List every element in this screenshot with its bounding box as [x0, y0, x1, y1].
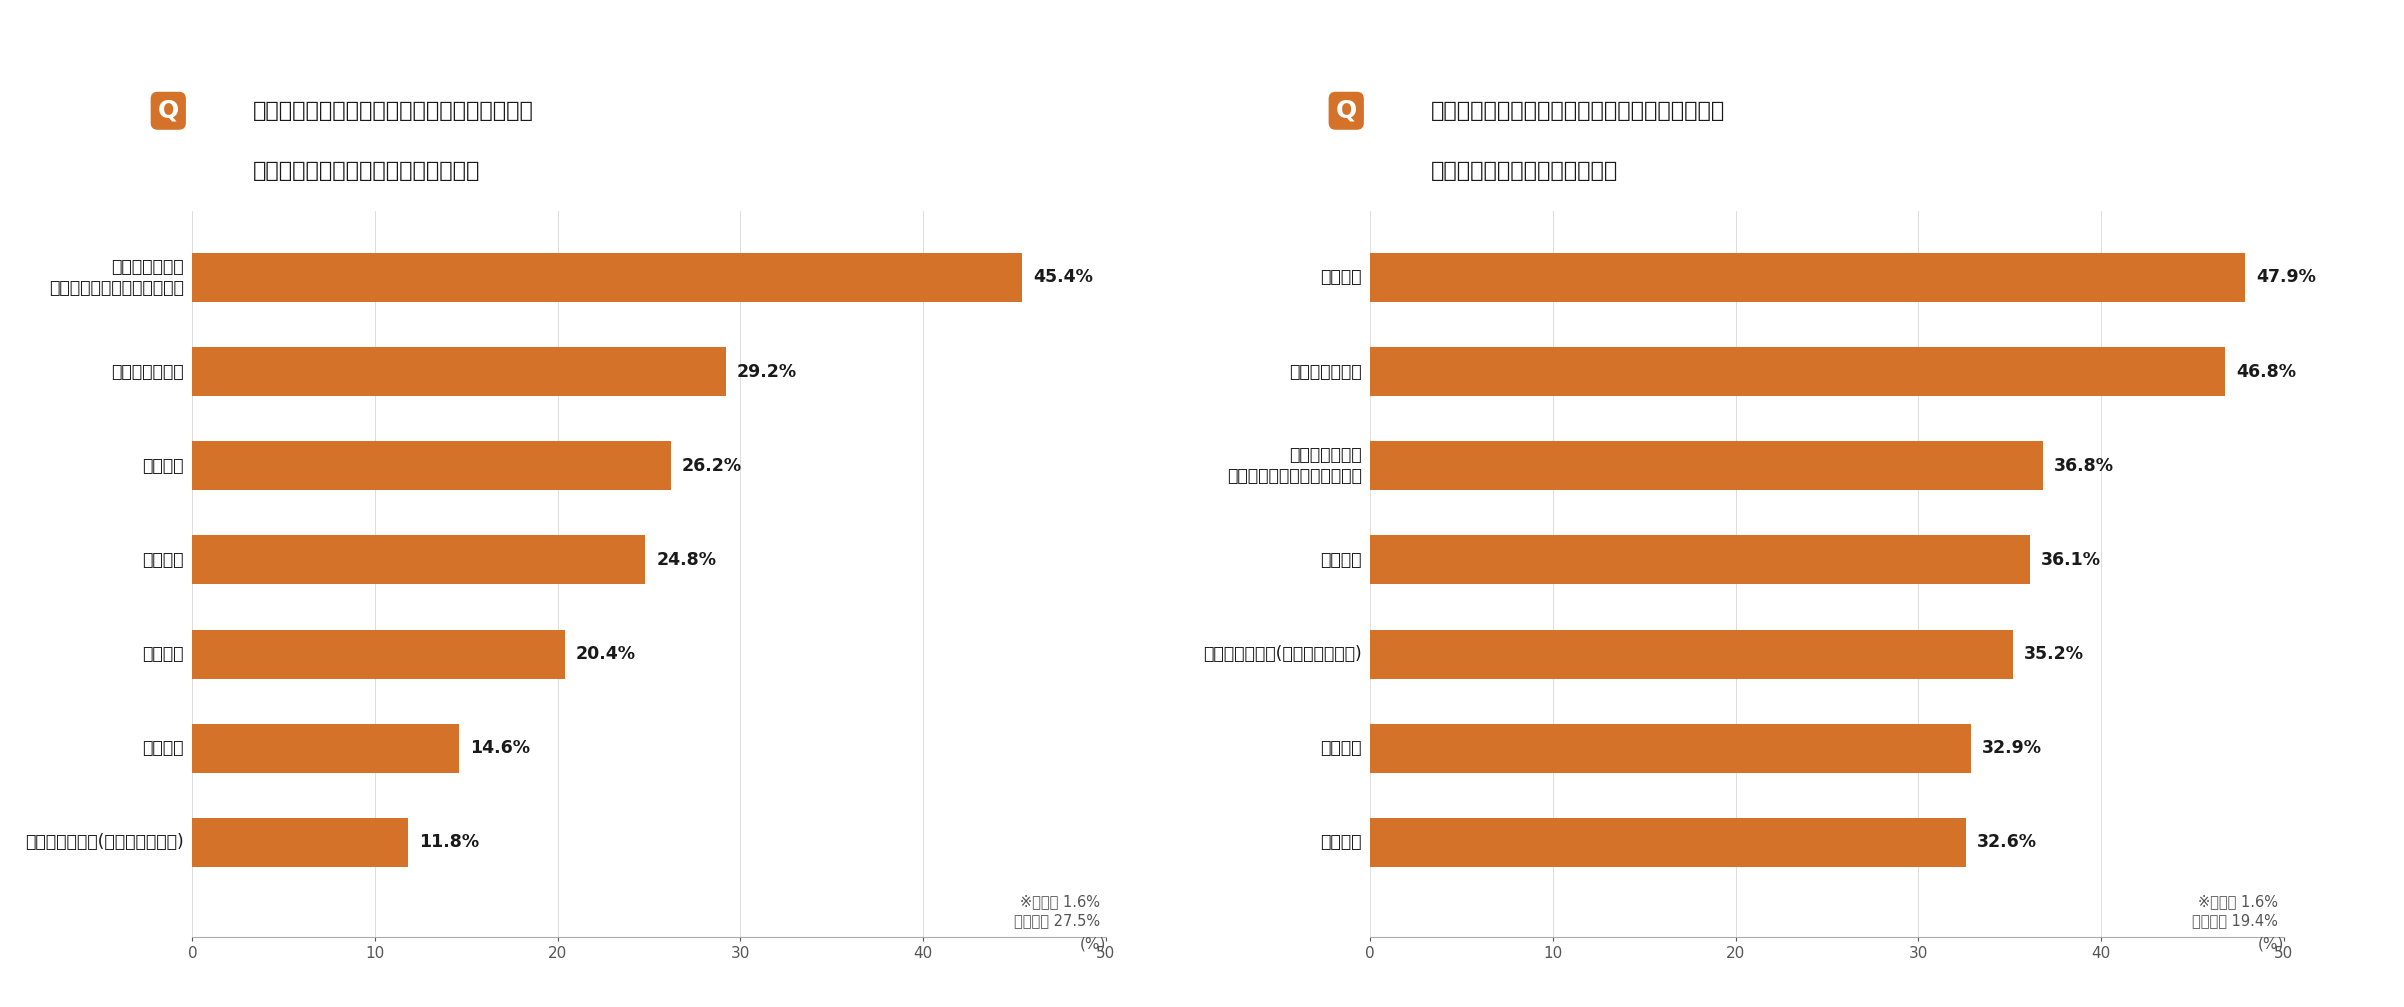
Text: 特になし 19.4%: 特になし 19.4% — [2192, 913, 2279, 928]
Text: 29.2%: 29.2% — [736, 363, 796, 381]
Text: 物件のこと以外で不動産会社に行く前に自分で: 物件のこと以外で不動産会社に行く前に自分で — [252, 101, 534, 121]
Text: Q: Q — [159, 99, 178, 123]
Bar — [192, 818, 409, 867]
Text: 14.6%: 14.6% — [471, 739, 529, 757]
Bar — [192, 347, 726, 396]
Text: 45.4%: 45.4% — [1034, 269, 1094, 286]
Text: ※その他 1.6%: ※その他 1.6% — [2197, 894, 2279, 909]
Text: (%): (%) — [1079, 937, 1106, 952]
Bar — [192, 629, 565, 679]
Text: ※その他 1.6%: ※その他 1.6% — [1019, 894, 1101, 909]
Bar — [192, 536, 644, 584]
Bar — [1370, 536, 2029, 584]
Text: 36.8%: 36.8% — [2053, 457, 2113, 474]
Text: 36.1%: 36.1% — [2041, 551, 2101, 569]
Bar — [192, 724, 459, 772]
Text: 20.4%: 20.4% — [577, 645, 637, 663]
Text: 26.2%: 26.2% — [683, 457, 743, 474]
Bar — [1370, 724, 1971, 772]
Text: 32.9%: 32.9% — [1983, 739, 2043, 757]
Bar — [192, 441, 671, 490]
Bar — [1370, 629, 2015, 679]
Text: 47.9%: 47.9% — [2257, 269, 2317, 286]
Text: 情報は何ですか？（複数回答）: 情報は何ですか？（複数回答） — [1430, 161, 1618, 181]
Text: 11.8%: 11.8% — [418, 834, 478, 851]
Bar — [1370, 818, 1966, 867]
Bar — [1370, 347, 2226, 396]
Text: 物件のこと以外で不動産会社に教えてもらいたい: 物件のこと以外で不動産会社に教えてもらいたい — [1430, 101, 1724, 121]
Text: 46.8%: 46.8% — [2236, 363, 2296, 381]
Text: 調べた情報は何ですか？（複数回答）: 調べた情報は何ですか？（複数回答） — [252, 161, 481, 181]
Text: 24.8%: 24.8% — [656, 551, 716, 569]
Text: 特になし 27.5%: 特になし 27.5% — [1014, 913, 1101, 928]
Text: Q: Q — [1337, 99, 1356, 123]
Text: (%): (%) — [2257, 937, 2284, 952]
Text: 35.2%: 35.2% — [2024, 645, 2084, 663]
Text: 32.6%: 32.6% — [1976, 834, 2036, 851]
Bar — [192, 253, 1022, 302]
Bar — [1370, 253, 2245, 302]
Bar — [1370, 441, 2043, 490]
